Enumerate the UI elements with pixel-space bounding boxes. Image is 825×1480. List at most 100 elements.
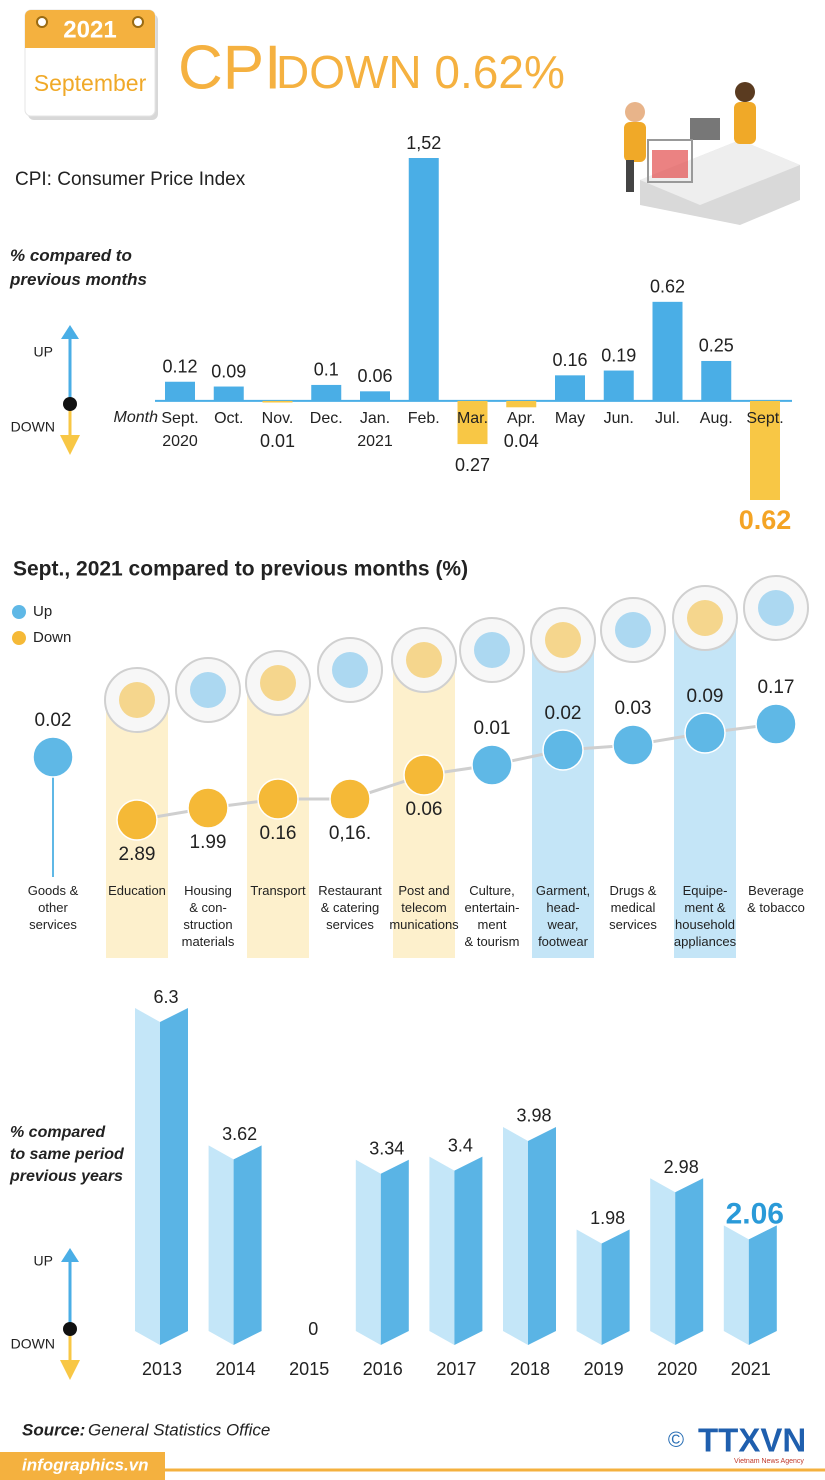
value-label: 1,52 [406,133,441,153]
dot [542,729,584,771]
agency-logo: TTXVN [698,1422,806,1459]
bar [233,1145,262,1345]
y-axis-label: % compared to same period previous years [10,1124,124,1185]
down-arrow-head [60,435,80,455]
connector [136,722,777,822]
dot [612,724,654,766]
x-tick-label: 2018 [510,1359,550,1379]
person [735,82,755,102]
category-label: Housing & con- struction materials [181,883,235,949]
value-label: 0.27 [455,455,490,475]
x-tick-label: 2013 [142,1359,182,1379]
source: General Statistics Office [88,1420,270,1439]
value-label: 3.62 [222,1124,257,1144]
bar [380,1159,409,1345]
up-arrow-head [61,325,79,339]
category-label: Transport [250,883,306,898]
x-tick-label: Nov. [261,410,294,427]
chart-title: Sept., 2021 compared to previous months … [13,558,468,581]
bar [750,400,780,500]
icon-inner [615,612,651,648]
value-label: 0.16 [260,823,297,844]
value-label: 0 [308,1319,318,1339]
down-arrow-head [60,1360,80,1380]
value-label: 0.12 [162,356,197,376]
x-axis-label: Month [114,409,159,426]
value-label: 3.98 [516,1106,551,1126]
bar-side [503,1126,528,1345]
value-label: 0.06 [357,366,392,386]
up-label: UP [34,344,53,360]
footer-band [0,1452,165,1480]
icon-inner [332,652,368,688]
bar [160,1008,188,1345]
bar [454,1156,483,1345]
dot [116,799,158,841]
x-tick-label: Jun. [603,410,634,427]
bar [360,391,390,401]
value-label: 0.04 [504,431,539,451]
x-tick-label: 2017 [436,1359,476,1379]
x-tick-label: Oct. [214,410,244,427]
icon-inner [545,622,581,658]
value-label: 0.06 [406,799,443,820]
x-tick-label: Aug. [699,410,733,427]
value-label: 0.16 [552,350,587,370]
x-tick-label: 2016 [363,1359,403,1379]
value-label: 0.62 [739,505,792,535]
title-rest: DOWN 0.62% [276,46,565,98]
value-label: 0.09 [687,686,724,707]
person [624,122,646,162]
icon-inner [687,600,723,636]
x-tick-label: Feb. [407,410,440,427]
value-label: 0.1 [314,360,339,380]
category-label: Education [108,883,166,898]
subtitle: CPI: Consumer Price Index [15,169,246,190]
x-tick-label: 2019 [584,1359,624,1379]
value-label: 0,16. [329,823,371,844]
value-label: 2.89 [119,844,156,865]
dot [32,736,74,778]
calendar-ring [36,16,48,28]
column-highlight [393,650,455,958]
calendar-band [25,10,155,48]
person [626,160,634,192]
bar [601,1229,630,1345]
value-label: 2.98 [664,1157,699,1177]
bar [311,384,342,401]
icon-inner [260,665,296,701]
x-tick-label: Jul. [655,410,680,427]
bar [506,400,537,408]
dot [755,703,797,745]
value-label: 0.03 [615,698,652,719]
bar-side [135,1008,160,1345]
y-axis-label: % compared to previous months [10,246,147,289]
value-label: 0.62 [650,277,685,297]
bar [603,370,634,401]
column-highlight [532,630,594,958]
counter-top [640,140,800,205]
value-label: 0.17 [758,677,795,698]
zero-dot [63,1322,77,1336]
value-label: 3.4 [448,1135,473,1155]
value-label: 2.06 [726,1197,784,1230]
legend-dot [12,631,26,645]
bar [528,1126,556,1345]
dot [471,744,513,786]
icon-inner [406,642,442,678]
value-label: 1.99 [190,832,227,853]
category-label: Garment, head- wear, footwear [535,883,591,949]
person [625,102,645,122]
copyright: © [668,1427,684,1452]
bar [165,381,195,401]
calendar-ring [132,16,144,28]
value-label: 3.34 [369,1139,404,1159]
source-label: Source: [22,1420,85,1439]
dot [684,712,726,754]
up-label: UP [34,1253,53,1269]
cart [647,139,693,183]
legend-label: Down [33,629,71,646]
bar-side [576,1229,602,1345]
value-label: 6.3 [153,987,178,1007]
